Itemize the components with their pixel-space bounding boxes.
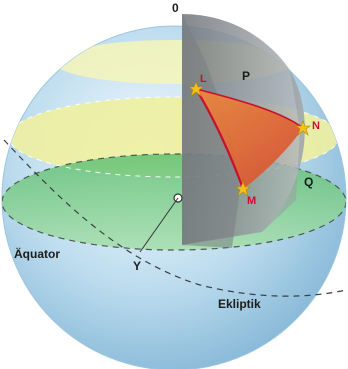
label-vernal-point: Y xyxy=(133,259,141,273)
arc-l-m xyxy=(195,88,245,190)
star-marker-icon xyxy=(295,120,311,136)
label-point-q: Q xyxy=(304,175,313,189)
label-ecliptic: Ekliptik xyxy=(218,297,261,311)
meridian-plane-front xyxy=(182,14,240,248)
star-marker-icon xyxy=(235,181,251,197)
meridian-plane-right xyxy=(262,70,305,232)
label-top: 0 xyxy=(172,1,179,15)
label-point-m: M xyxy=(247,195,256,207)
center-to-vernal-line xyxy=(139,197,179,253)
label-equator: Äquator xyxy=(14,246,60,261)
label-point-n: N xyxy=(312,120,320,132)
label-point-p: P xyxy=(242,69,250,83)
label-point-l: L xyxy=(200,73,207,85)
arc-l-n xyxy=(195,88,304,129)
star-marker-icon xyxy=(188,81,204,97)
ecliptic-line xyxy=(3,139,347,297)
